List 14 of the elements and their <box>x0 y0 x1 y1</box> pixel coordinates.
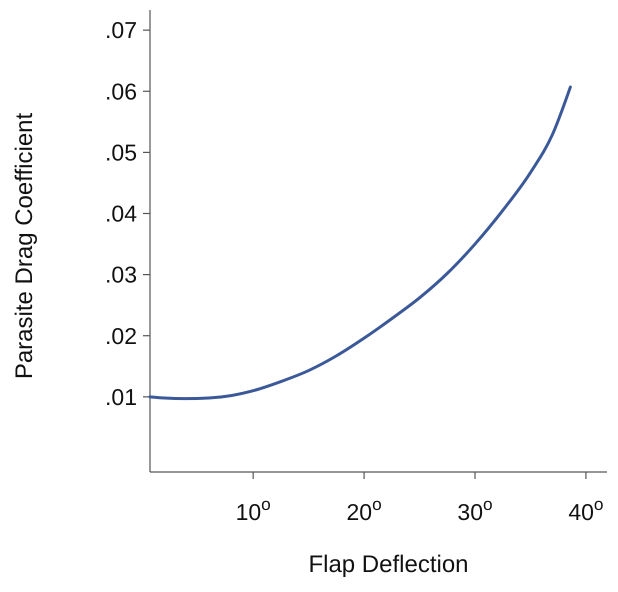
y-tick-label: .07 <box>105 17 137 44</box>
y-tick-label: .02 <box>105 322 137 349</box>
x-tick-label: 40$^{o}$ <box>568 494 604 525</box>
y-axis-title: Parasite Drag Coefficient <box>11 112 38 380</box>
x-axis-title: Flap Deflection <box>308 551 469 578</box>
y-tick-label: .06 <box>105 78 137 104</box>
y-tick-label: .05 <box>105 139 137 166</box>
line-series <box>148 86 572 400</box>
x-tick-label: 10$^{o}$ <box>236 494 271 525</box>
y-tick-label: .01 <box>105 384 137 410</box>
y-tick-label: .03 <box>105 262 137 288</box>
x-tick-label: 30$^{o}$ <box>457 494 493 525</box>
y-tick-label: .04 <box>105 200 138 227</box>
x-tick-label: 20$^{o}$ <box>346 494 382 525</box>
